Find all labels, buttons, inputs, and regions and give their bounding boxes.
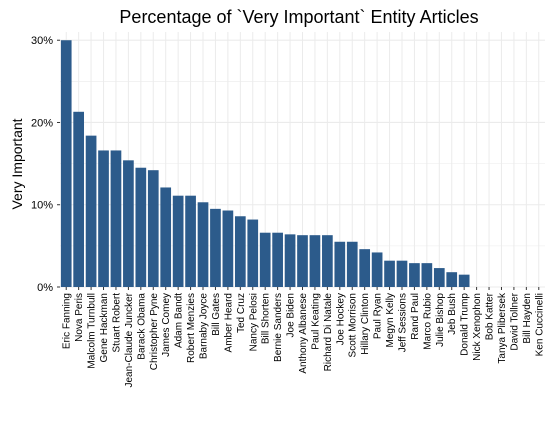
x-tick-label: Eric Fanning bbox=[62, 293, 73, 349]
x-tick-label: Joe Biden bbox=[286, 293, 297, 337]
x-tick-label: Paul Keating bbox=[310, 293, 321, 350]
bar bbox=[297, 235, 308, 287]
x-tick-label: Paul Ryan bbox=[373, 293, 384, 339]
bar bbox=[197, 202, 209, 287]
bar bbox=[147, 170, 159, 287]
chart-title: Percentage of `Very Important` Entity Ar… bbox=[119, 7, 478, 27]
bar bbox=[384, 260, 395, 287]
x-tick-label: Julie Bishop bbox=[435, 293, 446, 347]
x-tick-label: Marco Rubio bbox=[422, 293, 433, 350]
bar bbox=[396, 260, 408, 287]
bar bbox=[409, 263, 420, 287]
x-tick-label: Donald Trump bbox=[460, 293, 471, 356]
bar bbox=[185, 195, 196, 287]
bar bbox=[73, 111, 85, 288]
bar bbox=[234, 216, 246, 287]
x-tick-label: Bill Shorten bbox=[261, 293, 272, 344]
bar bbox=[359, 249, 371, 287]
x-tick-label: Bill Hayden bbox=[522, 293, 533, 344]
x-tick-label: Megyn Kelly bbox=[385, 293, 396, 347]
y-tick-label: 10% bbox=[31, 200, 53, 212]
bar bbox=[446, 272, 458, 287]
bar bbox=[123, 160, 134, 287]
bar bbox=[160, 187, 172, 287]
bar bbox=[172, 195, 184, 287]
bar bbox=[259, 232, 271, 287]
bar bbox=[309, 235, 321, 287]
y-tick-label: 20% bbox=[31, 117, 53, 129]
bar bbox=[421, 263, 433, 287]
x-tick-label: Bernie Sanders bbox=[273, 293, 284, 362]
x-tick-label: Jeff Sessions bbox=[397, 293, 408, 352]
x-tick-label: Bill Gates bbox=[211, 293, 222, 336]
x-tick-label: Tanya Plibersek bbox=[497, 292, 508, 364]
x-tick-label: Anthony Albanese bbox=[298, 293, 309, 374]
x-tick-label: Christopher Pyne bbox=[149, 293, 160, 371]
x-tick-label: Ted Cruz bbox=[236, 293, 247, 333]
x-tick-label: Jean-Claude Juncker bbox=[124, 292, 135, 387]
bar bbox=[98, 150, 109, 287]
x-tick-label: Ken Cuccinelli bbox=[534, 293, 545, 356]
bar bbox=[110, 150, 122, 287]
x-tick-label: David Tollner bbox=[509, 292, 520, 350]
bar bbox=[371, 252, 383, 287]
x-tick-label: Barnaby Joyce bbox=[199, 293, 210, 360]
x-tick-label: Nancy Pelosi bbox=[248, 293, 259, 351]
x-tick-label: Nick Xenophon bbox=[472, 293, 483, 361]
x-axis-ticks: Eric Fanning Nova Peris Malcolm Turnbull Ge… bbox=[62, 287, 545, 388]
x-tick-label: Gene Hackman bbox=[99, 293, 110, 362]
bar bbox=[346, 241, 358, 287]
bars bbox=[60, 40, 470, 288]
x-tick-label: James Comey bbox=[161, 293, 172, 357]
x-tick-label: Barack Obama bbox=[136, 293, 147, 360]
x-tick-label: Malcolm Turnbull bbox=[87, 293, 98, 369]
bar bbox=[458, 274, 470, 287]
x-tick-label: Rand Paul bbox=[410, 293, 421, 340]
y-tick-label: 30% bbox=[31, 35, 53, 47]
x-tick-label: Joe Hockey bbox=[335, 293, 346, 345]
x-tick-label: Scott Morrison bbox=[348, 293, 359, 357]
bar bbox=[247, 219, 259, 287]
bar bbox=[284, 234, 296, 287]
bar bbox=[222, 210, 234, 287]
bar bbox=[433, 268, 445, 287]
bar bbox=[85, 135, 97, 287]
y-tick-label: 0% bbox=[37, 282, 53, 294]
bar bbox=[334, 241, 346, 287]
x-tick-label: Bob Katter bbox=[485, 292, 496, 340]
y-axis-ticks: 0% 10% 20% 30% bbox=[31, 35, 60, 294]
bar bbox=[210, 208, 221, 287]
bar bbox=[272, 232, 283, 287]
x-tick-label: Robert Menzies bbox=[186, 293, 197, 363]
x-tick-label: Stuart Robert bbox=[111, 293, 122, 353]
x-tick-label: Adam Bandt bbox=[174, 293, 185, 348]
x-tick-label: Nova Peris bbox=[74, 293, 85, 342]
x-tick-label: Hillary Clinton bbox=[360, 293, 371, 355]
bar bbox=[60, 40, 72, 288]
x-tick-label: Amber Heard bbox=[223, 293, 234, 352]
bar bbox=[135, 167, 147, 287]
bar bbox=[322, 235, 333, 287]
x-tick-label: Richard Di Natale bbox=[323, 293, 334, 372]
x-tick-label: Jeb Bush bbox=[447, 293, 458, 335]
y-axis-label: Very Important bbox=[9, 118, 25, 209]
